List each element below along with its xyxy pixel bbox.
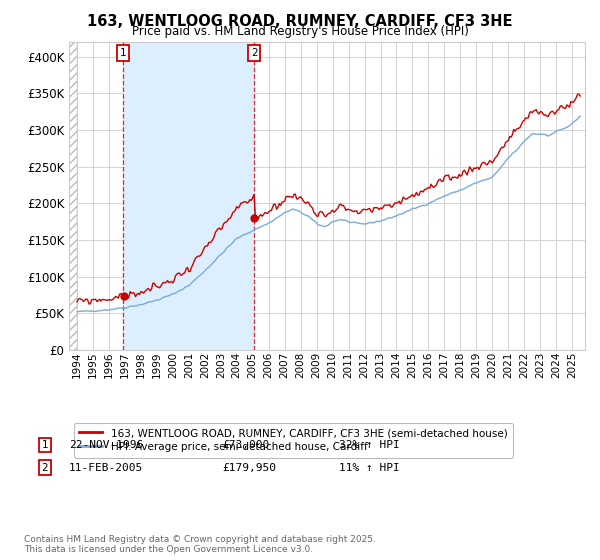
Text: 1: 1	[41, 440, 49, 450]
Text: 2: 2	[251, 48, 257, 58]
Text: 11-FEB-2005: 11-FEB-2005	[69, 463, 143, 473]
Text: 163, WENTLOOG ROAD, RUMNEY, CARDIFF, CF3 3HE: 163, WENTLOOG ROAD, RUMNEY, CARDIFF, CF3…	[87, 14, 513, 29]
Text: £73,000: £73,000	[222, 440, 269, 450]
Text: 22-NOV-1996: 22-NOV-1996	[69, 440, 143, 450]
Text: 2: 2	[41, 463, 49, 473]
Bar	[124, 42, 254, 350]
Text: £179,950: £179,950	[222, 463, 276, 473]
Text: Contains HM Land Registry data © Crown copyright and database right 2025.
This d: Contains HM Land Registry data © Crown c…	[24, 535, 376, 554]
Text: Price paid vs. HM Land Registry's House Price Index (HPI): Price paid vs. HM Land Registry's House …	[131, 25, 469, 38]
Text: 32% ↑ HPI: 32% ↑ HPI	[339, 440, 400, 450]
Text: 11% ↑ HPI: 11% ↑ HPI	[339, 463, 400, 473]
Text: 1: 1	[120, 48, 127, 58]
Legend: 163, WENTLOOG ROAD, RUMNEY, CARDIFF, CF3 3HE (semi-detached house), HPI: Average: 163, WENTLOOG ROAD, RUMNEY, CARDIFF, CF3…	[74, 423, 512, 458]
